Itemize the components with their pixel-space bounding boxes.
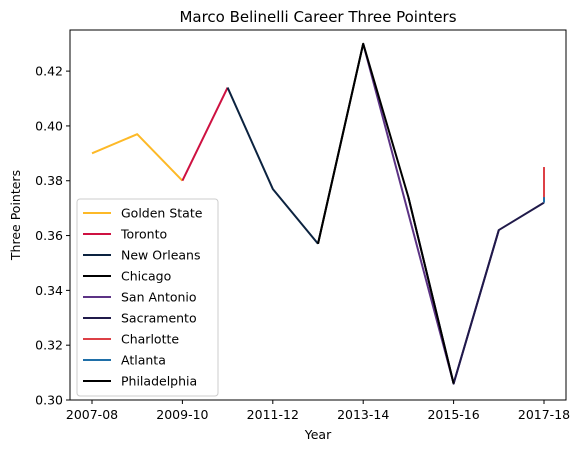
y-axis-label: Three Pointers bbox=[8, 170, 23, 261]
legend-item-label: San Antonio bbox=[121, 290, 197, 305]
y-tick-label: 0.32 bbox=[35, 338, 63, 353]
legend-item-label: Charlotte bbox=[121, 332, 179, 347]
y-tick-label: 0.34 bbox=[35, 283, 63, 298]
y-tick-label: 0.38 bbox=[35, 173, 63, 188]
x-axis-label: Year bbox=[304, 427, 332, 442]
legend-box bbox=[76, 198, 219, 397]
y-tick-label: 0.40 bbox=[35, 118, 63, 133]
legend: Golden State Toronto New Orleans Chicago San… bbox=[76, 198, 219, 397]
legend-item-label: Chicago bbox=[121, 269, 171, 284]
chart-title: Marco Belinelli Career Three Pointers bbox=[179, 8, 456, 26]
plot-frame bbox=[69, 29, 567, 401]
legend-item-label: Sacramento bbox=[121, 311, 197, 326]
legend-item-label: New Orleans bbox=[121, 248, 200, 263]
y-tick-label: 0.42 bbox=[35, 64, 63, 79]
series-line-0 bbox=[91, 133, 184, 182]
y-tick-label: 0.30 bbox=[35, 393, 63, 408]
x-tick-label: 2011-12 bbox=[247, 407, 299, 422]
y-tick-label: 0.36 bbox=[35, 228, 63, 243]
series-line-1 bbox=[181, 87, 229, 182]
series-line-2 bbox=[226, 87, 319, 245]
legend-item-label: Philadelphia bbox=[121, 374, 197, 389]
x-tick-label: 2009-10 bbox=[156, 407, 208, 422]
plot-lines bbox=[91, 42, 545, 385]
x-axis: 2007-08 2009-10 2011-12 2013-14 2015-16 2017-… bbox=[66, 400, 570, 422]
x-tick-label: 2007-08 bbox=[66, 407, 118, 422]
x-tick-label: 2013-14 bbox=[337, 407, 389, 422]
legend-item-label: Atlanta bbox=[121, 353, 166, 368]
y-axis: 0.30 0.32 0.34 0.36 0.38 0.40 0.42 bbox=[35, 64, 70, 408]
x-tick-label: 2015-16 bbox=[427, 407, 479, 422]
legend-item-label: Golden State bbox=[121, 206, 203, 221]
x-tick-label: 2017-18 bbox=[518, 407, 570, 422]
series-line-4 bbox=[362, 43, 500, 385]
legend-item-label: Toronto bbox=[120, 227, 167, 242]
series-line-8 bbox=[317, 42, 455, 384]
